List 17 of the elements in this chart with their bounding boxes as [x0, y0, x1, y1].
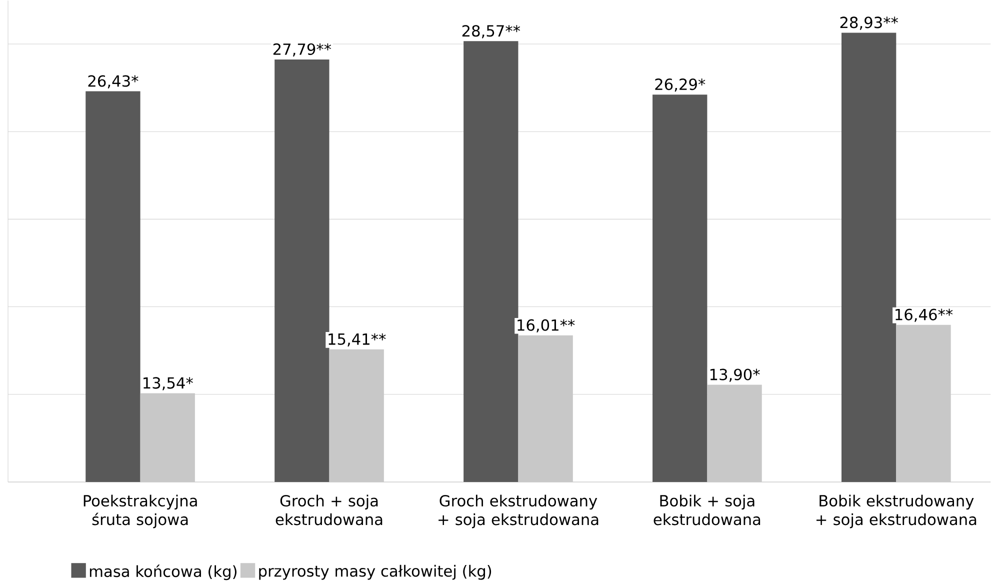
x-tick-label: Bobik + soja ekstrudowana	[654, 494, 760, 526]
legend-label: przyrosty masy całkowitej (kg)	[259, 564, 492, 580]
data-label: 16,01**	[518, 319, 575, 332]
data-label: 13,54*	[144, 377, 193, 390]
data-label: 27,79**	[273, 43, 332, 57]
data-label: 28,57**	[462, 25, 520, 38]
data-label: 28,93**	[840, 16, 898, 30]
data-label: 13,90*	[710, 368, 760, 382]
x-tick-label: Groch ekstrudowany + soja ekstrudowana	[438, 494, 598, 528]
x-tick-label: Bobik ekstrudowany + soja ekstrudowana	[816, 494, 976, 528]
data-label: 16,46**	[896, 308, 953, 322]
data-label: 26,43*	[88, 75, 138, 88]
x-tick-label: Groch + soja ekstrudowana	[276, 494, 382, 526]
x-tick-label: Poekstrakcyjna śruta sojowa	[84, 494, 197, 528]
data-label: 26,29*	[655, 78, 706, 92]
legend-label: masa końcowa (kg)	[90, 564, 236, 580]
data-label: 15,41**	[328, 333, 386, 346]
